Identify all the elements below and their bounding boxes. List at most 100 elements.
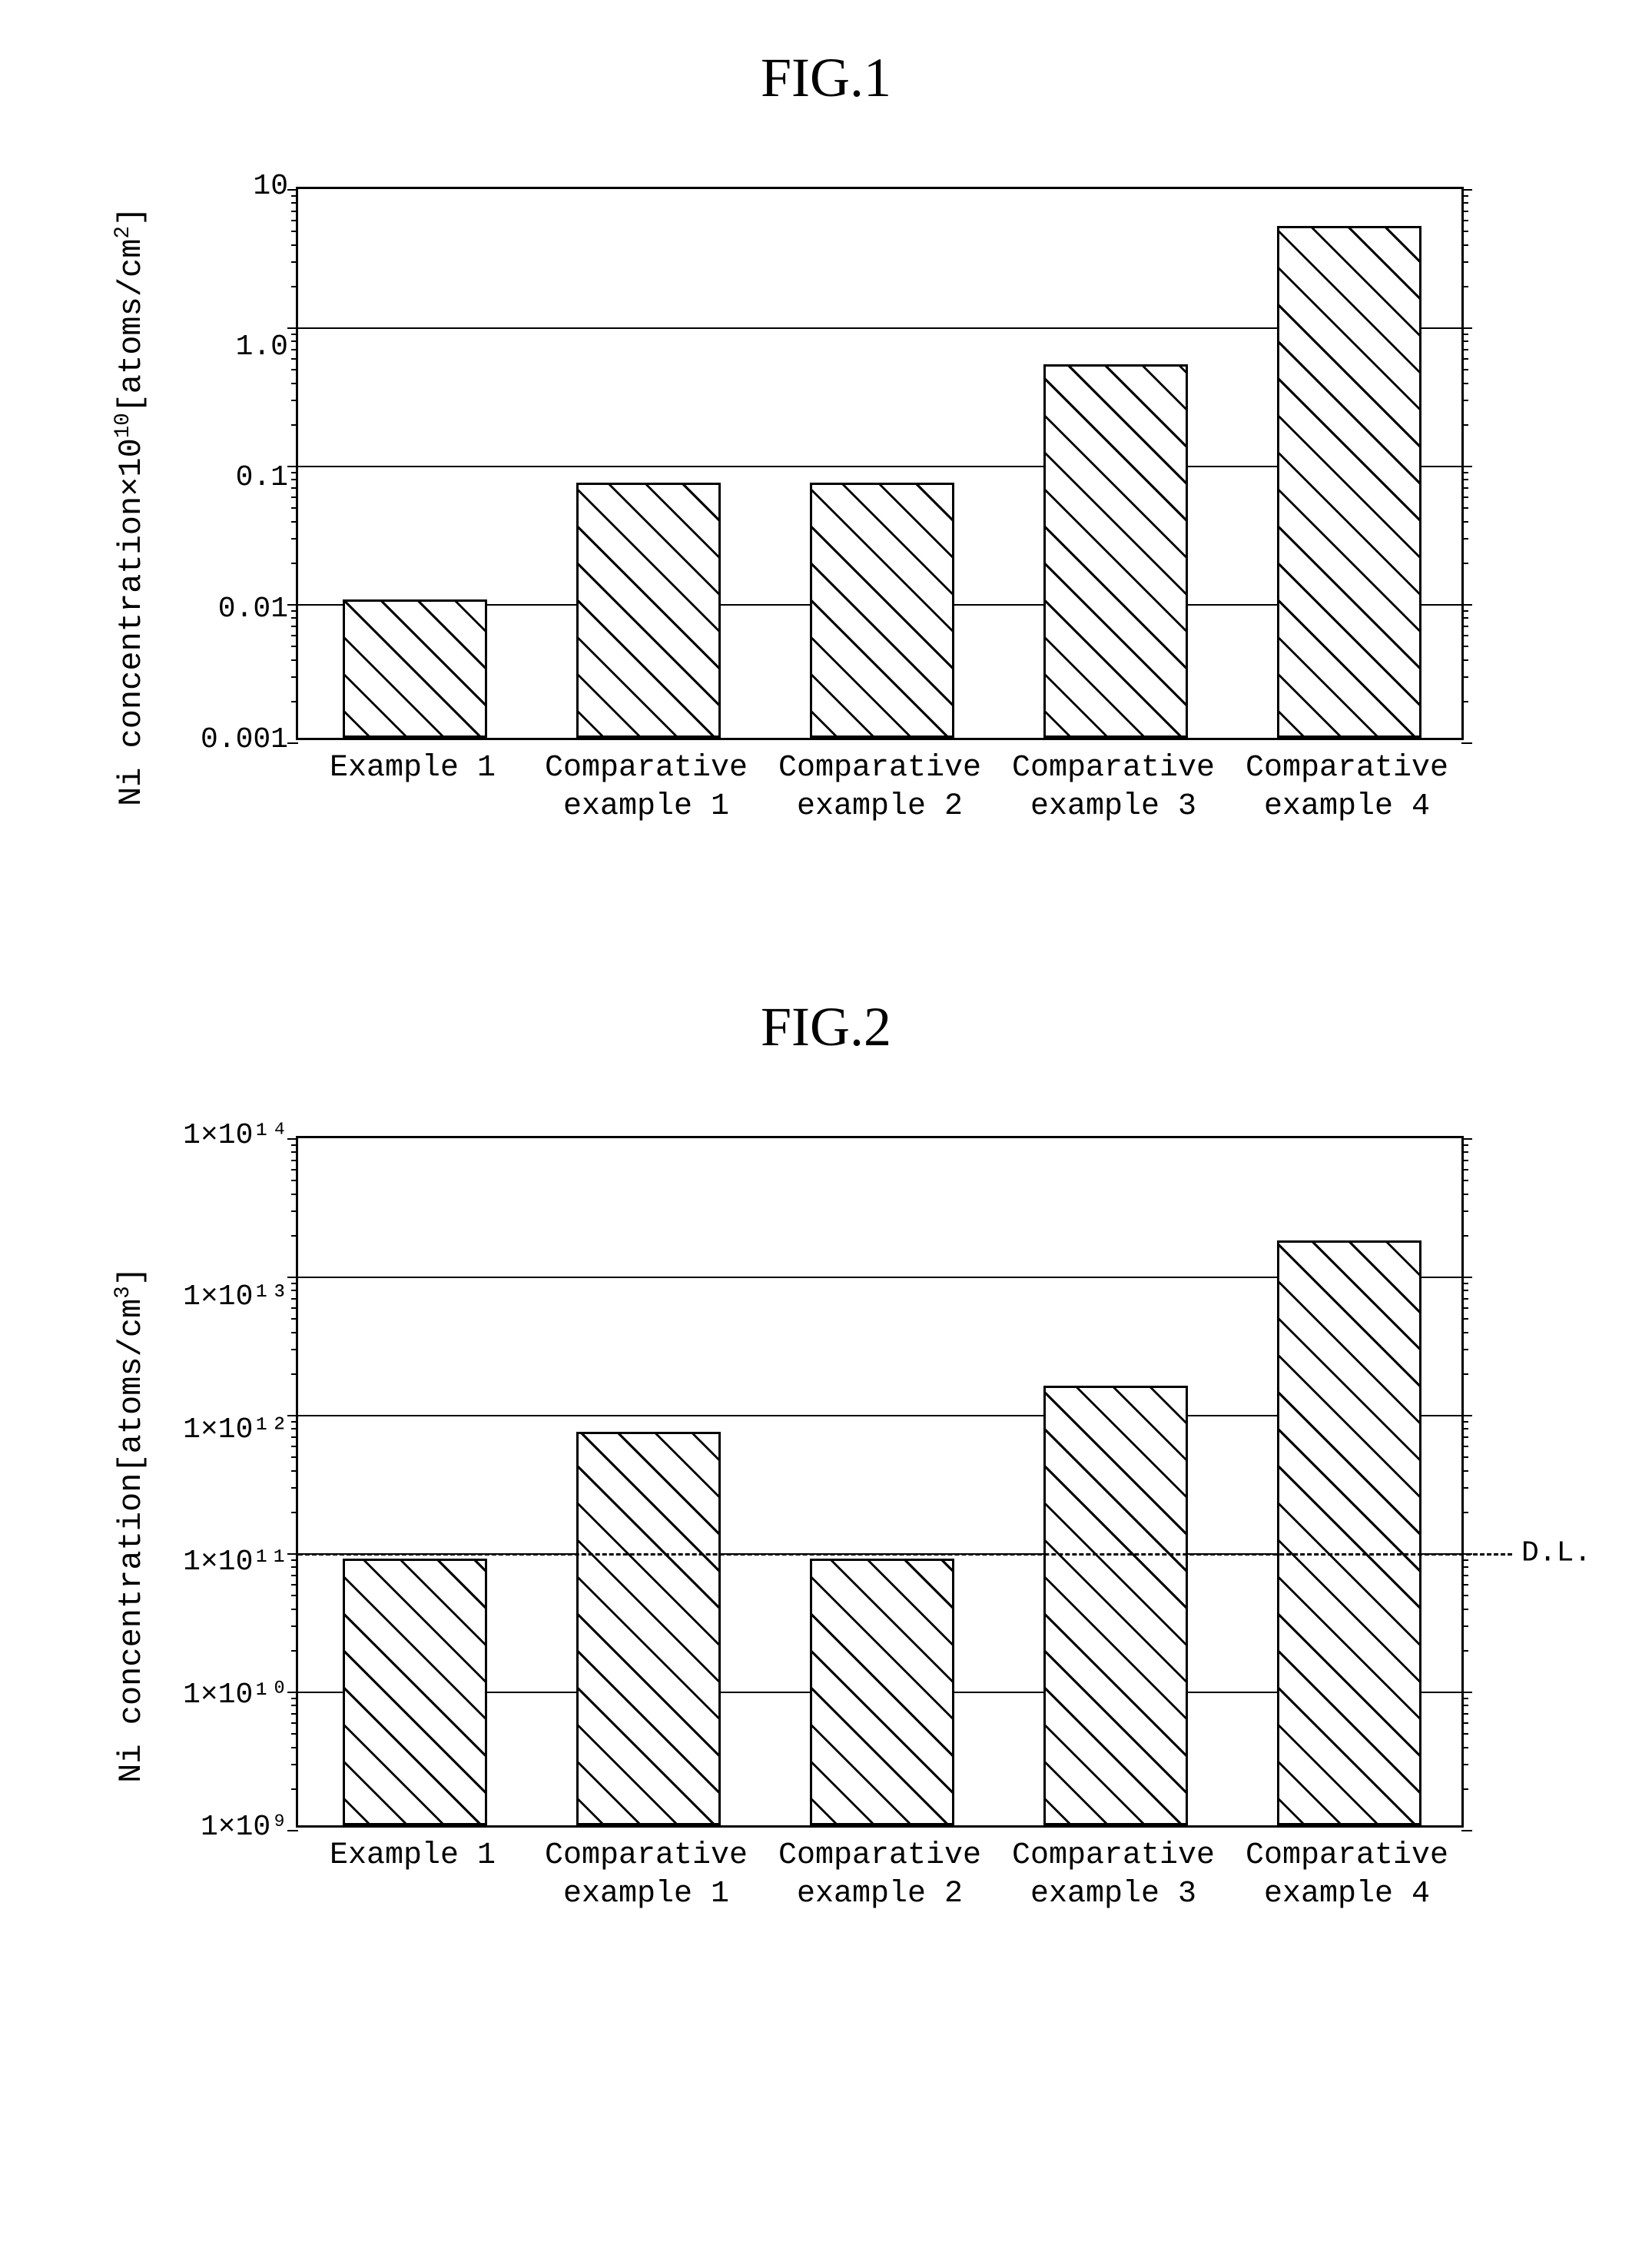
- ytick-minor-right: [1461, 400, 1468, 401]
- bar-hatch: [810, 483, 954, 738]
- ytick-minor: [291, 1456, 298, 1458]
- ytick-minor: [291, 626, 298, 627]
- ytick-label: 1.0: [236, 333, 288, 362]
- figure-1-ylabel-container: Ni concentration×1010[atoms/cm2]: [96, 187, 165, 826]
- figure-2: FIG.2 Ni concentration[atoms/cm3] 1×10¹⁴…: [96, 995, 1556, 1914]
- ytick-minor: [291, 244, 298, 246]
- ytick-minor: [291, 1298, 298, 1300]
- ytick-minor: [291, 1764, 298, 1765]
- ytick-minor: [291, 1722, 298, 1724]
- ytick-minor: [291, 507, 298, 509]
- ytick-minor: [291, 211, 298, 212]
- ytick-minor: [291, 472, 298, 473]
- ytick-minor: [291, 1436, 298, 1438]
- ytick-minor: [291, 1210, 298, 1212]
- ytick-minor-right: [1461, 635, 1468, 636]
- bar-hatch: [1277, 226, 1421, 738]
- figure-2-right-pad: [1464, 1136, 1556, 1914]
- ytick-minor: [291, 617, 298, 619]
- ytick-minor-right: [1461, 617, 1468, 619]
- ytick-minor: [291, 1349, 298, 1350]
- bar: [576, 1432, 721, 1825]
- ytick-minor-right: [1461, 538, 1468, 540]
- ytick-minor-right: [1461, 195, 1468, 197]
- ytick-minor-right: [1461, 521, 1468, 523]
- figure-1-xlabels: Example 1Comparative example 1Comparativ…: [296, 749, 1464, 826]
- ytick-minor-right: [1461, 231, 1468, 232]
- ytick-label: 0.1: [236, 463, 288, 493]
- ytick-minor: [291, 1713, 298, 1715]
- ytick-minor: [291, 1575, 298, 1576]
- ytick-minor: [291, 195, 298, 197]
- figure-1-plot: [296, 187, 1464, 740]
- figure-2-title: FIG.2: [96, 995, 1556, 1059]
- xtick-label: Comparative example 4: [1230, 749, 1464, 826]
- bar-hatch: [576, 1432, 721, 1825]
- figure-1-chart: Ni concentration×1010[atoms/cm2] 101.00.…: [96, 187, 1556, 826]
- ytick-major-right: [1461, 742, 1472, 744]
- ytick-minor-right: [1461, 610, 1468, 612]
- ytick-minor-right: [1461, 261, 1468, 263]
- ytick-minor-right: [1461, 676, 1468, 678]
- ytick-minor-right: [1461, 472, 1468, 473]
- figure-2-axis-area: 1×10¹⁴1×10¹³1×10¹²1×10¹¹1×10¹⁰1×10⁹ D.L.…: [165, 1136, 1464, 1914]
- ytick-major: [287, 1830, 298, 1831]
- ytick-minor: [291, 538, 298, 540]
- ytick-minor: [291, 1421, 298, 1423]
- ytick-minor: [291, 1373, 298, 1375]
- xtick-label: Comparative example 4: [1230, 1837, 1464, 1914]
- ytick-minor-right: [1461, 220, 1468, 221]
- ytick-minor: [291, 231, 298, 232]
- ytick-label: 0.01: [218, 595, 288, 624]
- ytick-major: [287, 1692, 298, 1693]
- ytick-label: 1×10⁹: [201, 1813, 288, 1842]
- ytick-minor: [291, 220, 298, 221]
- ytick-minor: [291, 610, 298, 612]
- ytick-minor: [291, 1595, 298, 1596]
- ytick-minor-right: [1461, 424, 1468, 426]
- ytick-minor-right: [1461, 626, 1468, 627]
- bar-hatch: [343, 1559, 487, 1825]
- ytick-minor: [291, 1290, 298, 1291]
- ytick-minor: [291, 1733, 298, 1735]
- ytick-minor: [291, 646, 298, 647]
- bar-hatch: [1277, 1240, 1421, 1825]
- ytick-minor: [291, 1318, 298, 1320]
- ytick-minor-right: [1461, 369, 1468, 370]
- ytick-minor: [291, 261, 298, 263]
- xtick-label: Comparative example 3: [997, 1837, 1230, 1914]
- ytick-minor: [291, 1332, 298, 1333]
- ytick-minor: [291, 1584, 298, 1586]
- ytick-label: 1×10¹³: [183, 1283, 288, 1312]
- figure-2-plot: D.L.: [296, 1136, 1464, 1828]
- bar-hatch: [1043, 364, 1188, 738]
- bar: [1277, 1240, 1421, 1825]
- ytick-minor: [291, 487, 298, 489]
- ytick-minor: [291, 400, 298, 401]
- ytick-major: [287, 1415, 298, 1416]
- ytick-minor: [291, 1788, 298, 1790]
- figure-1-right-pad: [1464, 187, 1556, 826]
- ytick-minor: [291, 1144, 298, 1146]
- ytick-minor: [291, 1566, 298, 1568]
- ytick-minor: [291, 659, 298, 661]
- xtick-label: Comparative example 3: [997, 749, 1230, 826]
- ytick-minor: [291, 1698, 298, 1699]
- ytick-major: [287, 1138, 298, 1140]
- ytick-minor: [291, 1470, 298, 1472]
- ytick-minor-right: [1461, 646, 1468, 647]
- ytick-minor: [291, 1446, 298, 1447]
- ytick-minor: [291, 202, 298, 204]
- ytick-minor: [291, 635, 298, 636]
- ytick-minor-right: [1461, 701, 1468, 702]
- ytick-major: [287, 327, 298, 329]
- ytick-minor: [291, 563, 298, 564]
- ytick-minor: [291, 1428, 298, 1429]
- ytick-minor-right: [1461, 507, 1468, 509]
- ytick-minor-right: [1461, 244, 1468, 246]
- ytick-minor: [291, 334, 298, 335]
- ytick-major: [287, 189, 298, 191]
- ytick-minor: [291, 701, 298, 702]
- ytick-minor: [291, 1512, 298, 1513]
- figure-2-ylabel-container: Ni concentration[atoms/cm3]: [96, 1136, 165, 1914]
